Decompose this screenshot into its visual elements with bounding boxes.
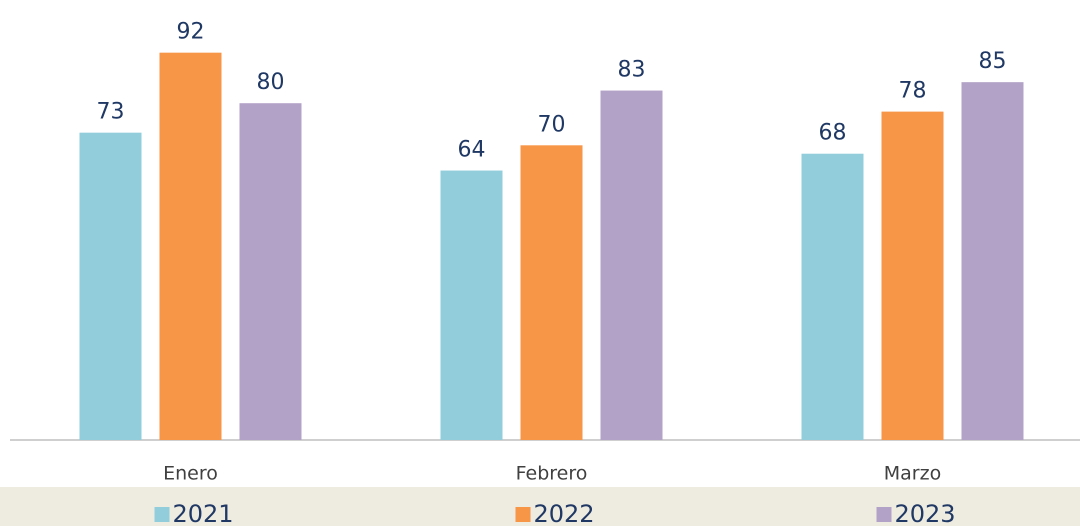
data-label: 92 <box>177 20 205 45</box>
data-label: 85 <box>979 49 1007 74</box>
legend-label: 2023 <box>895 500 956 526</box>
bar <box>440 170 503 440</box>
bar <box>600 90 663 440</box>
data-label: 64 <box>458 138 486 163</box>
bar <box>79 132 142 441</box>
data-label: 83 <box>618 58 646 83</box>
data-label: 78 <box>899 79 927 104</box>
legend-background <box>0 487 1080 526</box>
data-label: 70 <box>538 112 566 137</box>
bar <box>881 111 944 441</box>
legend-swatch <box>154 507 170 522</box>
data-label: 73 <box>97 100 125 125</box>
data-label: 68 <box>819 121 847 146</box>
legend-label: 2022 <box>534 500 595 526</box>
legend-label: 2021 <box>173 500 234 526</box>
data-label: 80 <box>257 70 285 95</box>
bar <box>801 153 864 440</box>
x-tick-label: Enero <box>163 463 218 485</box>
legend-swatch <box>876 507 892 522</box>
bar <box>520 145 583 441</box>
bar <box>239 103 302 440</box>
legend-swatch <box>515 507 531 522</box>
bar <box>159 52 222 441</box>
x-tick-label: Marzo <box>884 463 941 485</box>
x-tick-label: Febrero <box>516 463 588 485</box>
bar <box>961 82 1024 441</box>
